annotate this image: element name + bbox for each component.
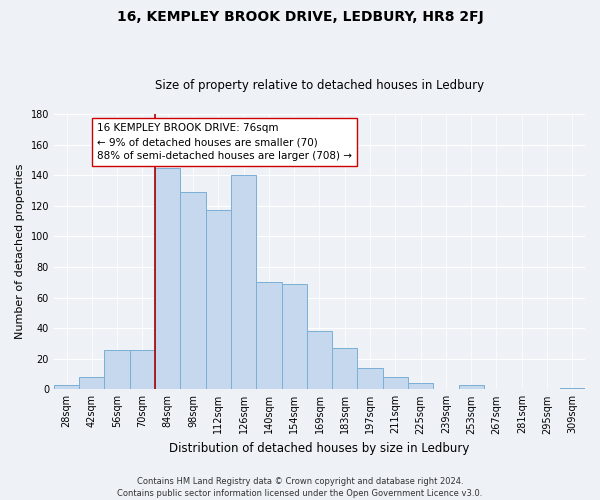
Bar bbox=[307, 331, 332, 390]
Bar bbox=[256, 282, 281, 390]
Bar bbox=[458, 384, 484, 390]
Bar bbox=[281, 284, 307, 390]
Bar bbox=[332, 348, 358, 390]
Bar bbox=[408, 383, 433, 390]
X-axis label: Distribution of detached houses by size in Ledbury: Distribution of detached houses by size … bbox=[169, 442, 470, 455]
Bar bbox=[155, 168, 181, 390]
Bar bbox=[358, 368, 383, 390]
Bar bbox=[560, 388, 585, 390]
Title: Size of property relative to detached houses in Ledbury: Size of property relative to detached ho… bbox=[155, 79, 484, 92]
Bar bbox=[181, 192, 206, 390]
Bar bbox=[104, 350, 130, 390]
Bar bbox=[231, 175, 256, 390]
Text: 16, KEMPLEY BROOK DRIVE, LEDBURY, HR8 2FJ: 16, KEMPLEY BROOK DRIVE, LEDBURY, HR8 2F… bbox=[116, 10, 484, 24]
Y-axis label: Number of detached properties: Number of detached properties bbox=[15, 164, 25, 340]
Text: 16 KEMPLEY BROOK DRIVE: 76sqm
← 9% of detached houses are smaller (70)
88% of se: 16 KEMPLEY BROOK DRIVE: 76sqm ← 9% of de… bbox=[97, 123, 352, 161]
Bar bbox=[383, 377, 408, 390]
Bar bbox=[130, 350, 155, 390]
Bar bbox=[54, 384, 79, 390]
Text: Contains HM Land Registry data © Crown copyright and database right 2024.
Contai: Contains HM Land Registry data © Crown c… bbox=[118, 476, 482, 498]
Bar bbox=[79, 377, 104, 390]
Bar bbox=[206, 210, 231, 390]
